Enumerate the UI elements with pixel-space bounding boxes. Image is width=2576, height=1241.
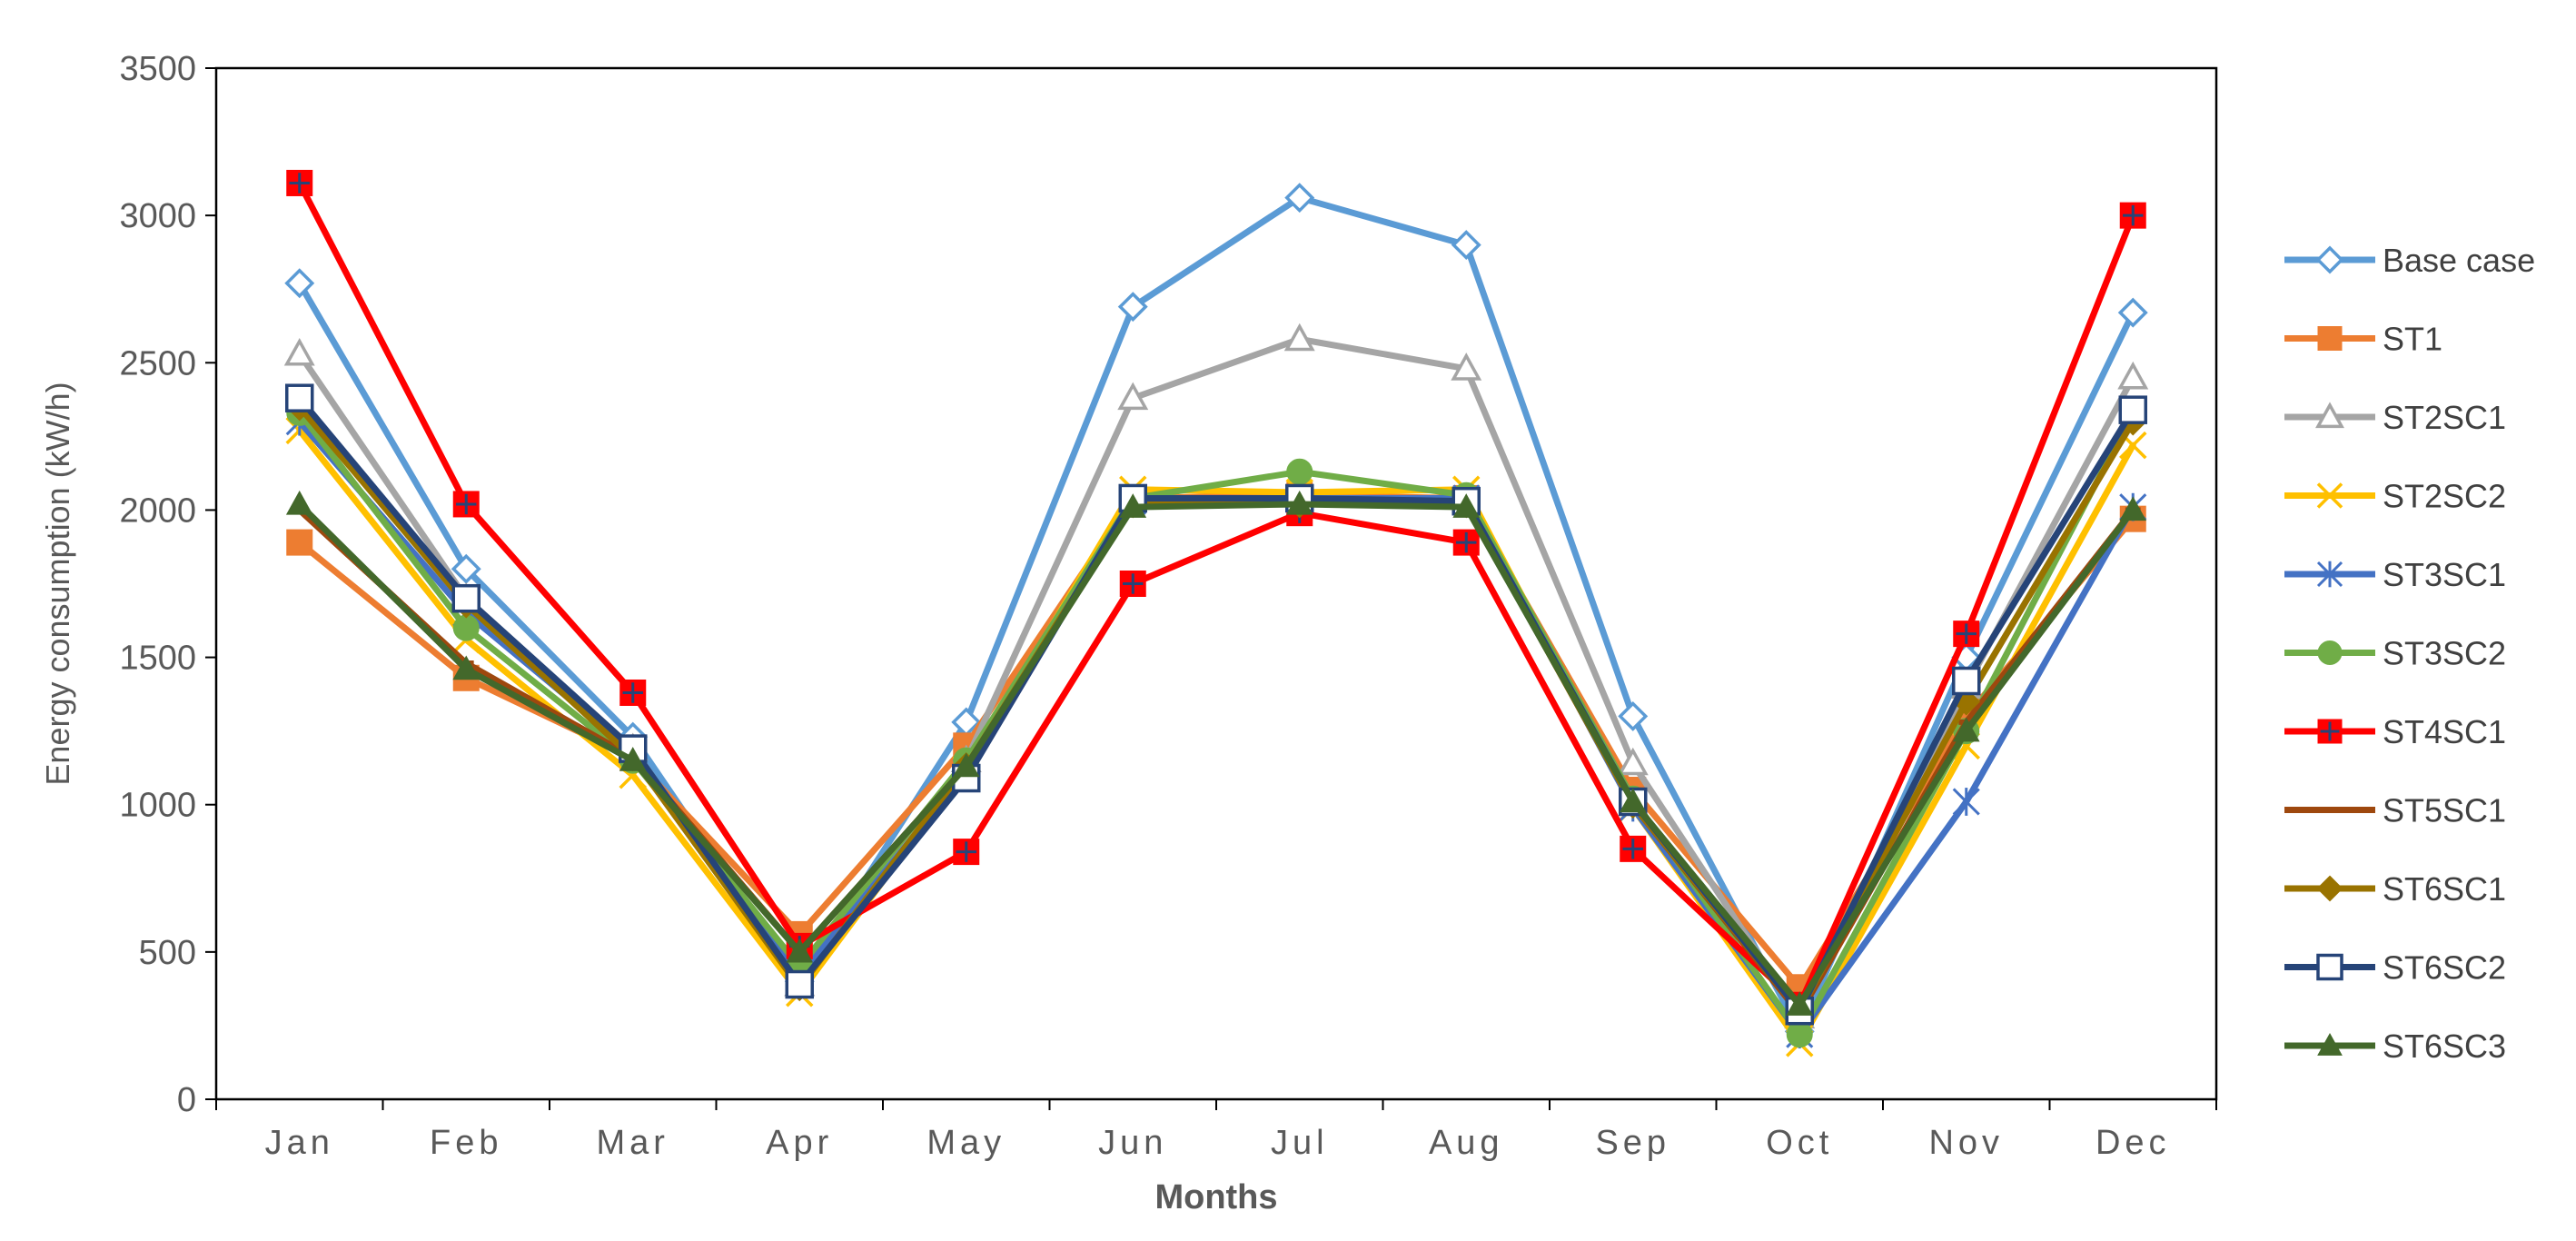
data-point [1284,183,1315,213]
legend-label: ST4SC1 [2383,713,2506,750]
data-point [1617,747,1649,776]
data-point [1117,292,1148,323]
legend: Base case ST1 ST2SC1 ST2SC2 ST3SC1 ST3SC2 ST4S… [2284,242,2535,1065]
legend-entry: ST4SC1 [2284,713,2506,750]
series-st5sc1 [292,501,2141,1018]
data-point [451,553,481,584]
data-point [1451,352,1482,381]
series-line [296,179,2136,1008]
data-point [786,938,814,963]
data-point [2117,361,2149,390]
data-point [284,268,315,299]
x-tick-label: Jun [1098,1124,1167,1162]
data-point [1285,490,1313,515]
legend-entry: ST3SC1 [2284,556,2506,593]
data-point [1786,1021,1813,1048]
plot-area-border [214,66,2218,1101]
x-tick-label: Feb [430,1124,502,1162]
data-point [1619,788,1647,813]
data-point [283,337,315,366]
legend-label: ST3SC2 [2383,635,2506,672]
x-tick-label: Jan [265,1124,334,1162]
legend-label: ST6SC3 [2383,1028,2506,1065]
data-point [1952,717,1980,742]
y-tick-label: 1500 [119,640,196,678]
legend-label: ST2SC2 [2383,478,2506,515]
data-point [2119,496,2147,521]
legend-entry: ST6SC1 [2284,870,2506,908]
data-point [286,529,313,556]
x-tick-label: Jul [1271,1124,1329,1162]
data-point [285,490,313,515]
data-point [452,614,480,641]
data-point [452,655,481,680]
legend-label: ST2SC1 [2383,399,2506,436]
data-point [1286,458,1313,485]
data-point [2118,395,2147,424]
y-tick-label: 2500 [119,344,196,382]
legend-entry: ST6SC2 [2284,949,2506,987]
axes: 0 500 1000 1500 2000 2500 3000 3500 Jan Feb Mar Apr… [119,50,2218,1162]
y-tick-label: 3500 [119,50,196,88]
legend-label: ST3SC1 [2383,556,2506,593]
data-point [1119,571,1146,597]
series-lines [283,169,2149,1057]
x-tick-label: Sep [1595,1124,1670,1162]
x-tick-label: Aug [1429,1124,1504,1162]
x-axis-title: Months [1154,1178,1277,1216]
data-point [619,679,647,706]
legend-entry: ST3SC2 [2284,635,2506,672]
y-tick-label: 0 [177,1081,196,1119]
legend-entry: Base case [2284,242,2535,279]
data-point [619,747,647,771]
series-st2sc2 [285,416,2147,1057]
y-tick-label: 3000 [119,197,196,235]
legend-entry: ST6SC3 [2284,1028,2506,1065]
legend-entry: ST5SC1 [2284,792,2506,829]
data-point [285,383,314,412]
series-line [296,501,2136,1008]
data-point [1620,835,1647,862]
data-point [785,969,814,999]
data-point [1451,230,1481,261]
x-tick-label: Apr [766,1124,833,1162]
y-axis-title: Energy consumption (kW/h) [39,382,76,785]
data-point [1452,493,1481,518]
y-tick-label: 500 [139,934,196,972]
y-tick-label: 1000 [119,787,196,825]
legend-label: ST1 [2383,321,2442,358]
legend-label: ST6SC1 [2383,870,2506,908]
data-point [1952,788,1980,816]
data-point [452,491,480,518]
legend-entry: ST2SC2 [2284,478,2506,515]
data-point [1952,666,1981,696]
data-point [1953,620,1980,648]
series-st6sc3 [285,490,2147,1016]
x-tick-label: Oct [1766,1124,1833,1162]
legend-entry: ST2SC1 [2284,399,2506,436]
x-tick-label: Mar [597,1124,669,1162]
data-point [451,583,481,613]
data-point [952,752,980,778]
legend-label: Base case [2383,242,2535,279]
data-point [286,169,313,196]
data-point [1283,323,1315,352]
data-point [2119,202,2146,229]
legend-entry: ST1 [2284,321,2442,358]
data-point [1618,700,1649,731]
x-tick-label: Dec [2095,1124,2171,1162]
y-tick-label: 2000 [119,491,196,530]
data-point [1786,991,1814,1016]
x-tick-label: May [926,1124,1006,1162]
x-tick-label: Nov [1928,1124,2004,1162]
data-point [1117,382,1149,411]
legend-label: ST6SC2 [2383,949,2506,987]
data-point [2117,297,2148,328]
data-point [1119,493,1147,518]
data-point [1452,529,1480,556]
data-point [953,839,980,866]
legend-label: ST5SC1 [2383,792,2506,829]
